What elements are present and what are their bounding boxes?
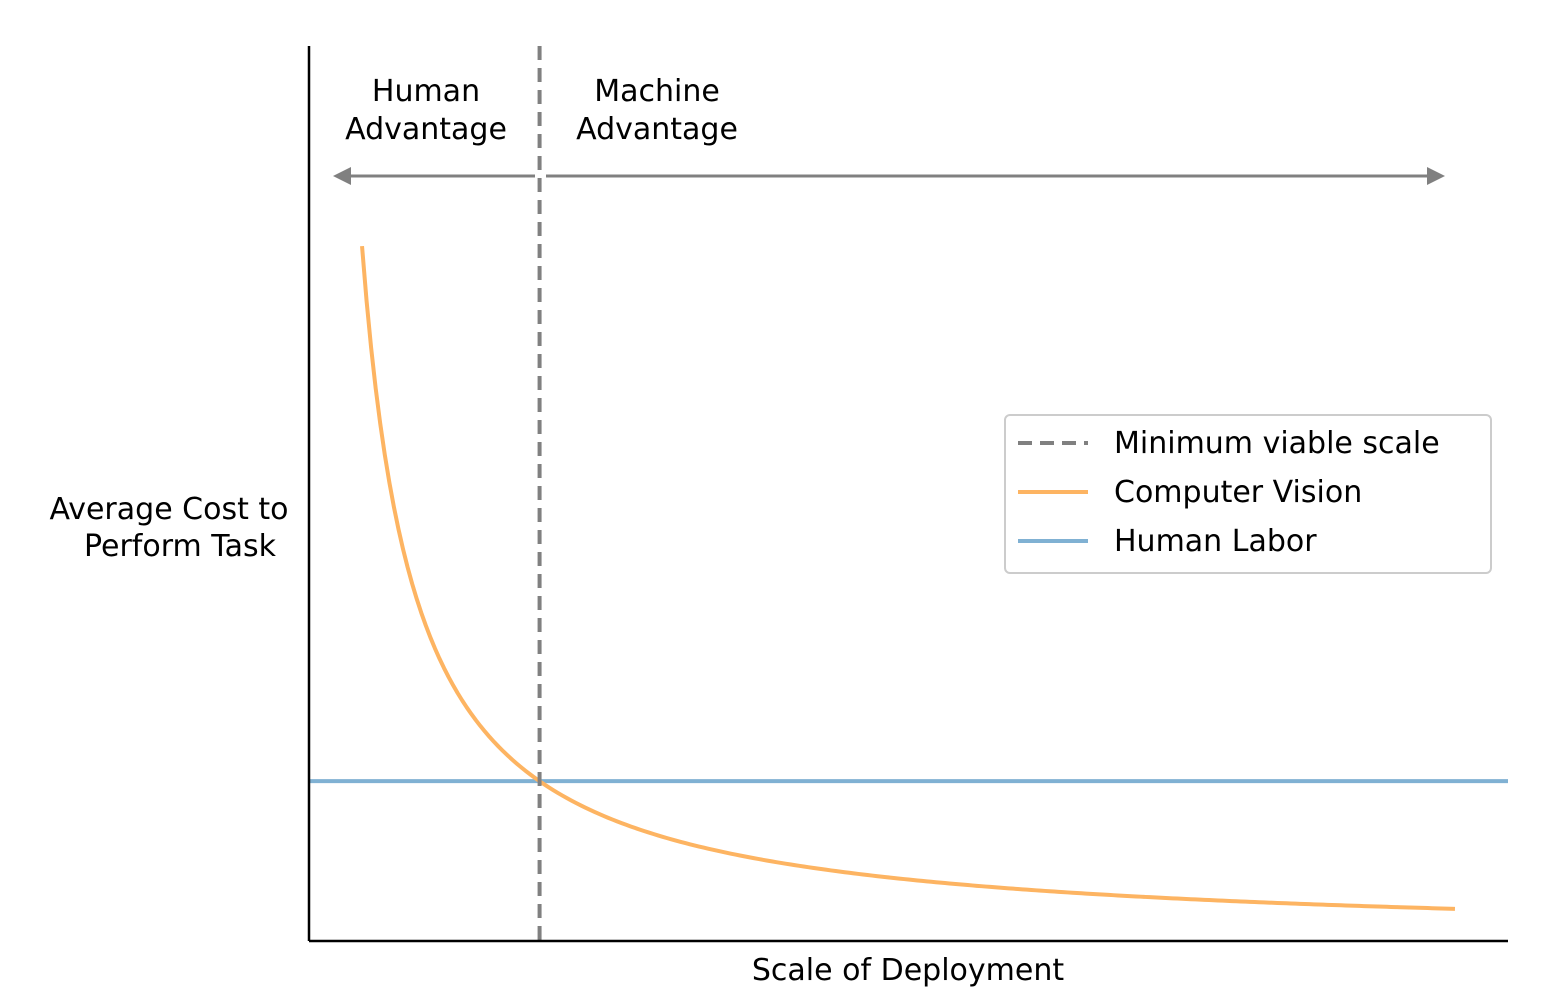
y-axis-label-line2: Perform Task (84, 529, 277, 564)
legend-label-computer-vision: Computer Vision (1114, 475, 1362, 510)
human-advantage-label-line1: Human (372, 74, 480, 109)
plot-area (309, 46, 1508, 941)
machine-advantage-label-line1: Machine (594, 74, 720, 109)
legend-label-minimum-viable-scale: Minimum viable scale (1114, 426, 1440, 461)
human-advantage-label-line2: Advantage (345, 112, 507, 147)
legend-frame (1004, 414, 1492, 574)
legend-label-human-labor: Human Labor (1114, 524, 1317, 559)
machine-advantage-label-line2: Advantage (576, 112, 738, 147)
x-axis-label: Scale of Deployment (752, 953, 1064, 988)
computer-vision-curve (360, 245, 1456, 911)
legend: Minimum viable scale Computer Vision Hum… (1004, 414, 1492, 574)
y-axis-label-line1: Average Cost to (49, 492, 288, 527)
